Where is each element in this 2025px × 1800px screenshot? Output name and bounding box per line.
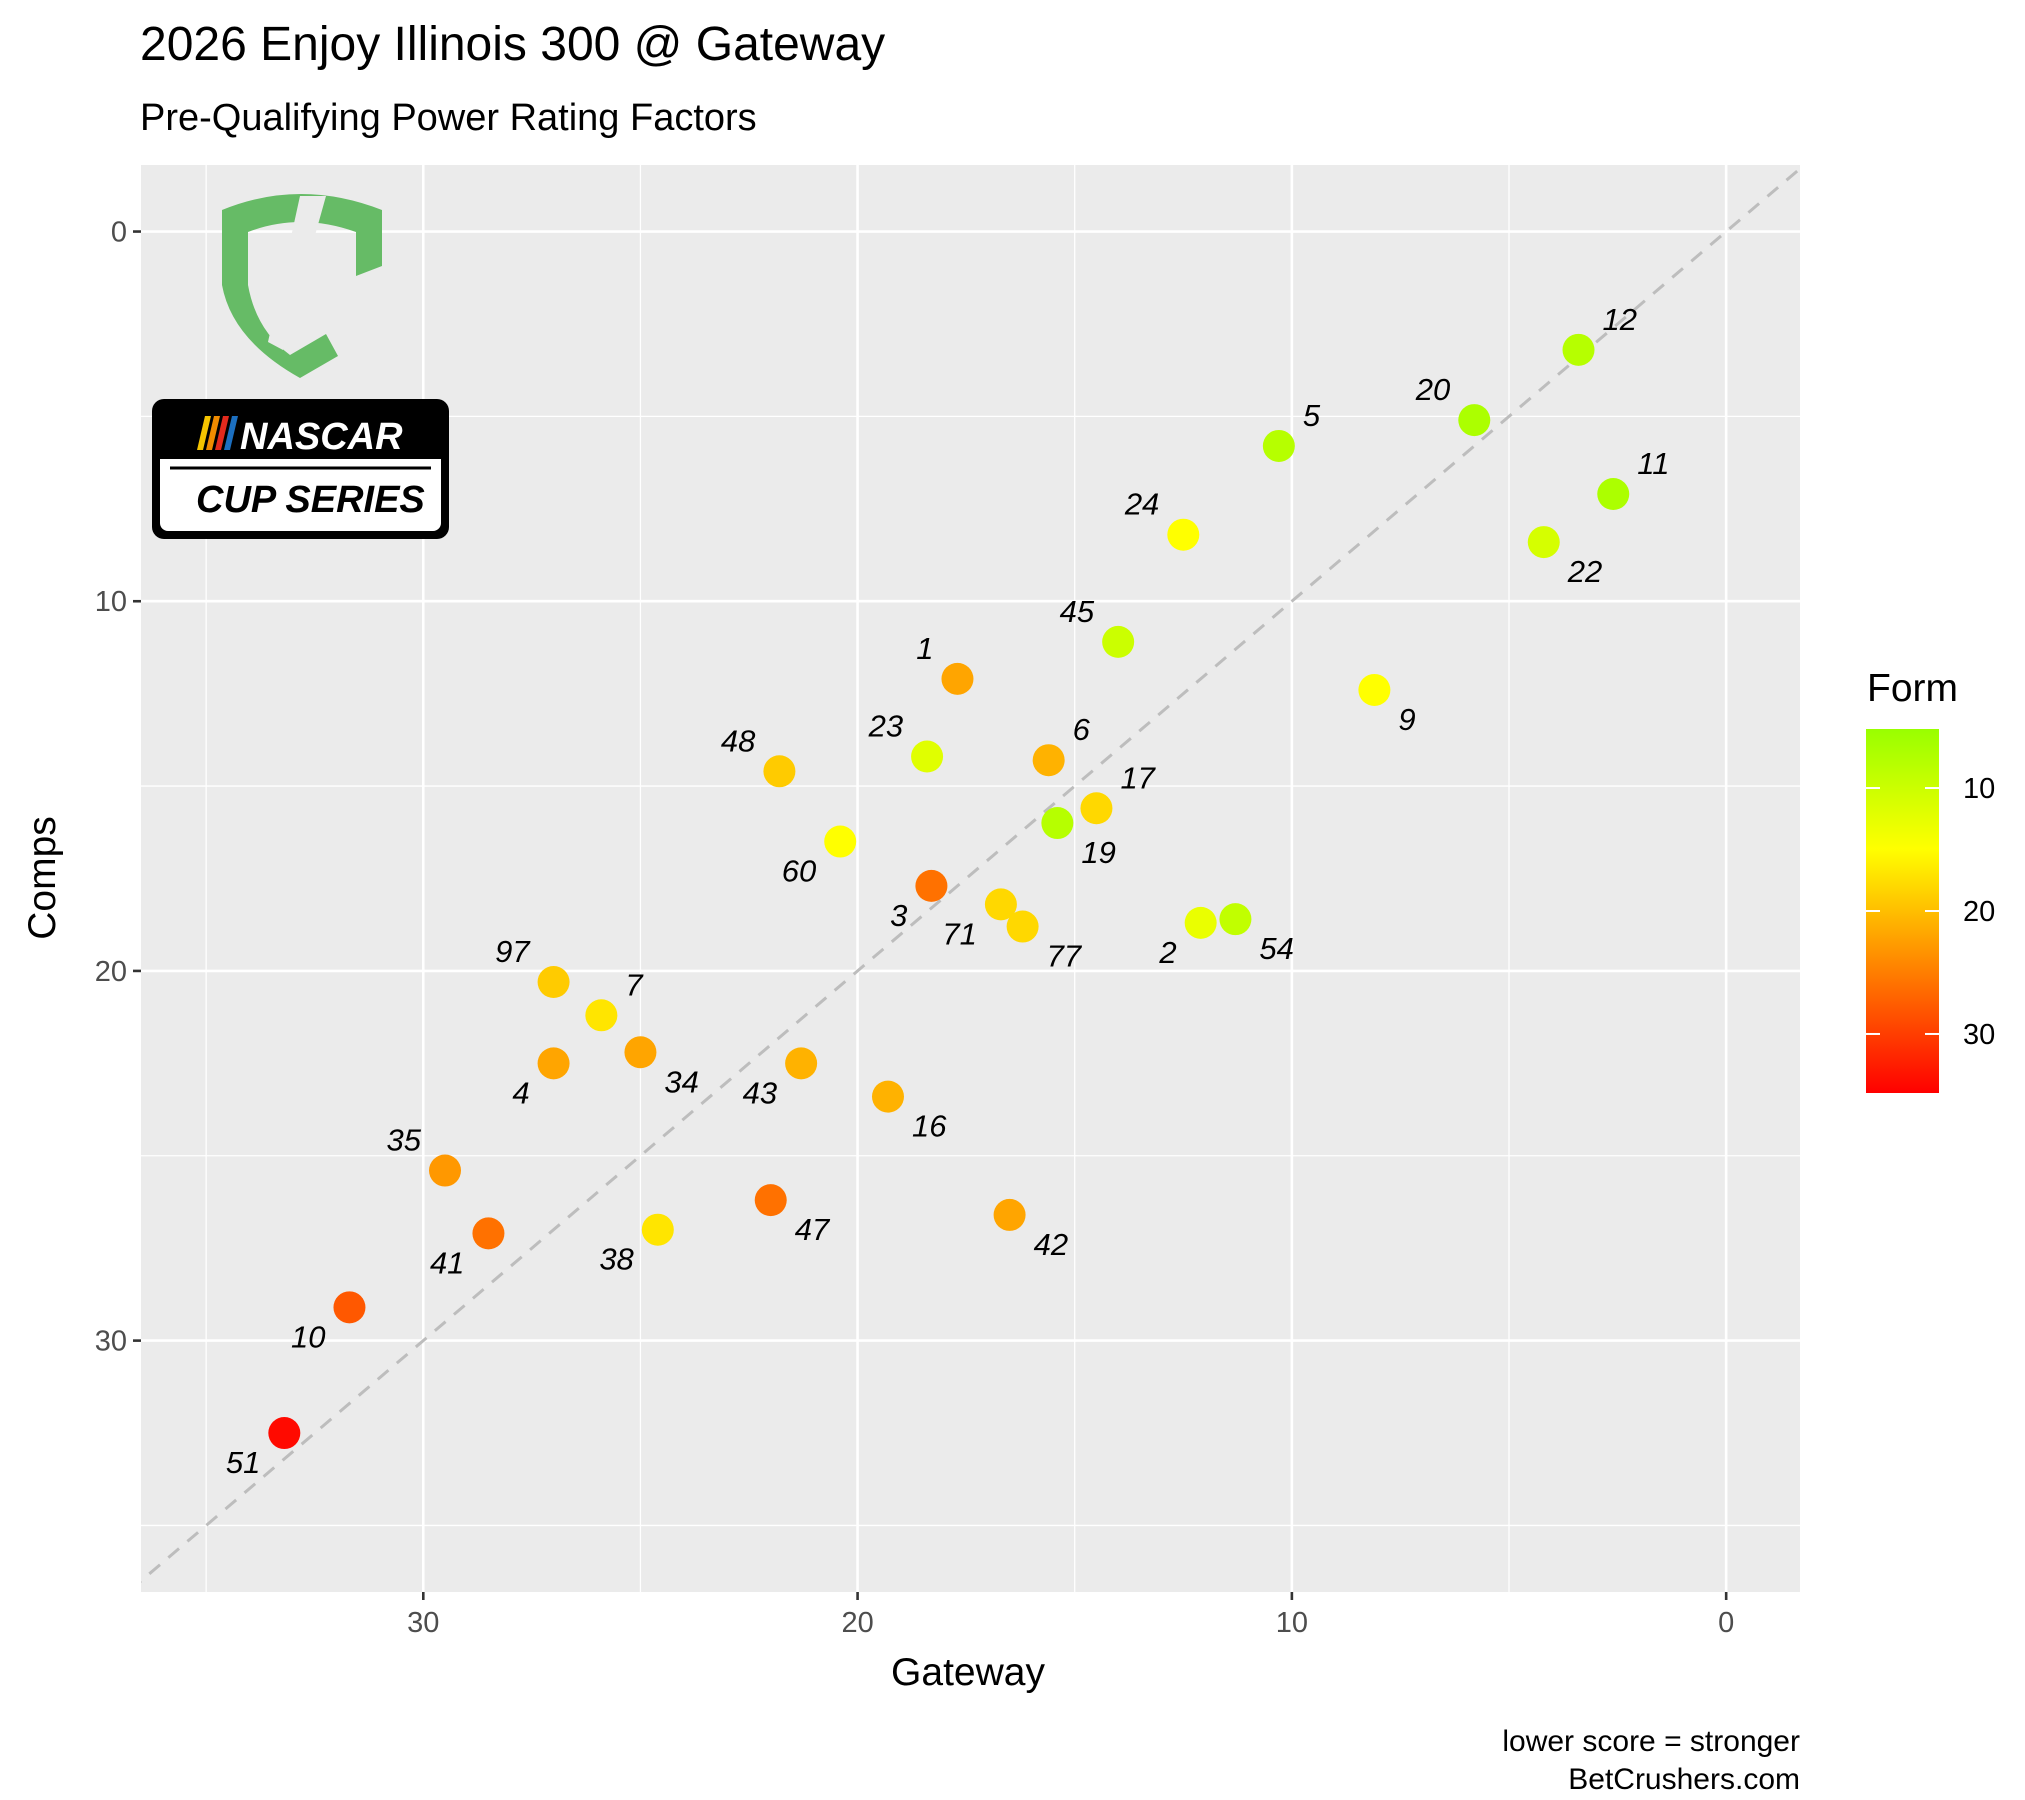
x-axis: 30 20 10 0 [407,1592,1734,1639]
point-label-car-45: 45 [1060,594,1095,629]
data-point-car-17 [1080,792,1113,825]
data-point-car-19 [1041,807,1074,840]
point-label-car-7: 7 [625,967,644,1002]
point-label-car-35: 35 [387,1123,422,1158]
point-label-car-41: 41 [430,1245,464,1280]
data-point-car-22 [1527,526,1560,559]
data-point-car-48 [763,755,796,788]
nascar-wordmark: NASCAR [240,416,403,458]
data-point-car-60 [824,825,857,858]
x-tick-label: 10 [1276,1607,1308,1639]
data-point-car-97 [537,966,570,999]
legend-ticks: 10 20 30 [1866,773,1995,1051]
point-label-car-9: 9 [1398,702,1415,737]
y-tick-label: 30 [95,1326,127,1358]
point-label-car-10: 10 [291,1319,325,1354]
point-label-car-42: 42 [1034,1227,1068,1262]
data-point-car-9 [1358,673,1391,706]
data-point-car-38 [641,1213,674,1246]
cup-series-wordmark: CUP SERIES [196,479,425,521]
y-tick-label: 10 [95,586,127,618]
point-label-car-4: 4 [512,1075,529,1110]
y-tick-label: 20 [95,956,127,988]
major-gridlines [141,165,1800,1592]
data-point-car-45 [1102,625,1135,658]
x-axis-title: Gateway [891,1651,1045,1694]
point-label-car-38: 38 [599,1242,634,1277]
data-point-car-24 [1167,518,1200,551]
data-points [268,333,1630,1450]
caption-note: lower score = stronger [1502,1725,1800,1758]
data-point-car-3 [915,869,948,902]
data-point-car-2 [1184,906,1217,939]
point-label-car-2: 2 [1158,935,1176,970]
data-point-car-11 [1597,478,1630,511]
point-label-car-3: 3 [890,898,907,933]
point-label-car-23: 23 [868,709,903,744]
y-axis-title: Comps [21,816,64,940]
y-axis: 0 10 20 30 [95,217,141,1358]
data-point-car-20 [1458,404,1491,437]
point-label-car-20: 20 [1415,372,1450,407]
point-label-car-19: 19 [1081,835,1115,870]
point-label-car-43: 43 [743,1075,777,1110]
point-label-car-34: 34 [664,1064,698,1099]
legend-tick-label: 20 [1963,896,1995,928]
caption-source: BetCrushers.com [1568,1763,1800,1796]
x-tick-label: 30 [407,1607,439,1639]
data-point-car-1 [941,662,974,695]
betcrushers-logo [222,194,382,378]
data-point-car-71 [984,888,1017,921]
legend-tick-label: 30 [1963,1019,1995,1051]
point-label-car-6: 6 [1073,712,1091,747]
data-point-car-4 [537,1047,570,1080]
x-tick-label: 20 [841,1607,873,1639]
nascar-stripes-icon [197,416,238,450]
y-tick-label: 0 [111,217,127,249]
point-label-car-97: 97 [495,934,531,969]
nascar-cup-series-logo: NASCAR CUP SERIES [152,399,449,539]
data-point-car-23 [911,740,944,773]
data-point-car-77 [1006,910,1039,943]
x-tick-label: 0 [1718,1607,1734,1639]
legend-tick-label: 10 [1963,773,1995,805]
point-label-car-5: 5 [1303,398,1321,433]
data-point-car-7 [585,999,618,1032]
point-label-car-17: 17 [1120,760,1156,795]
data-point-car-5 [1262,429,1295,462]
chart-title: 2026 Enjoy Illinois 300 @ Gateway [140,18,885,71]
point-label-car-22: 22 [1567,554,1602,589]
point-label-car-24: 24 [1124,487,1159,522]
point-label-car-1: 1 [916,631,933,666]
data-point-car-47 [754,1184,787,1217]
point-label-car-71: 71 [942,916,976,951]
legend: Form 10 20 30 [1866,667,1995,1093]
data-point-car-51 [268,1417,301,1450]
legend-title: Form [1867,667,1958,710]
point-label-car-54: 54 [1259,931,1293,966]
point-label-car-60: 60 [782,854,816,889]
plot-panel [141,165,1800,1592]
point-label-car-48: 48 [721,723,756,758]
point-label-car-11: 11 [1637,446,1669,481]
data-point-car-41 [472,1217,505,1250]
data-point-car-34 [624,1036,657,1069]
data-point-car-42 [993,1198,1026,1231]
chart-subtitle: Pre-Qualifying Power Rating Factors [140,97,757,139]
point-label-car-77: 77 [1047,939,1083,974]
data-point-car-10 [333,1291,366,1324]
data-point-car-54 [1219,903,1252,936]
data-point-car-16 [871,1080,904,1113]
data-point-car-12 [1562,333,1595,366]
point-label-car-16: 16 [912,1109,947,1144]
data-point-car-6 [1032,744,1065,777]
data-point-car-35 [429,1154,462,1187]
data-point-car-43 [785,1047,818,1080]
point-label-car-47: 47 [795,1212,831,1247]
point-label-car-12: 12 [1603,302,1637,337]
point-label-car-51: 51 [226,1445,260,1480]
